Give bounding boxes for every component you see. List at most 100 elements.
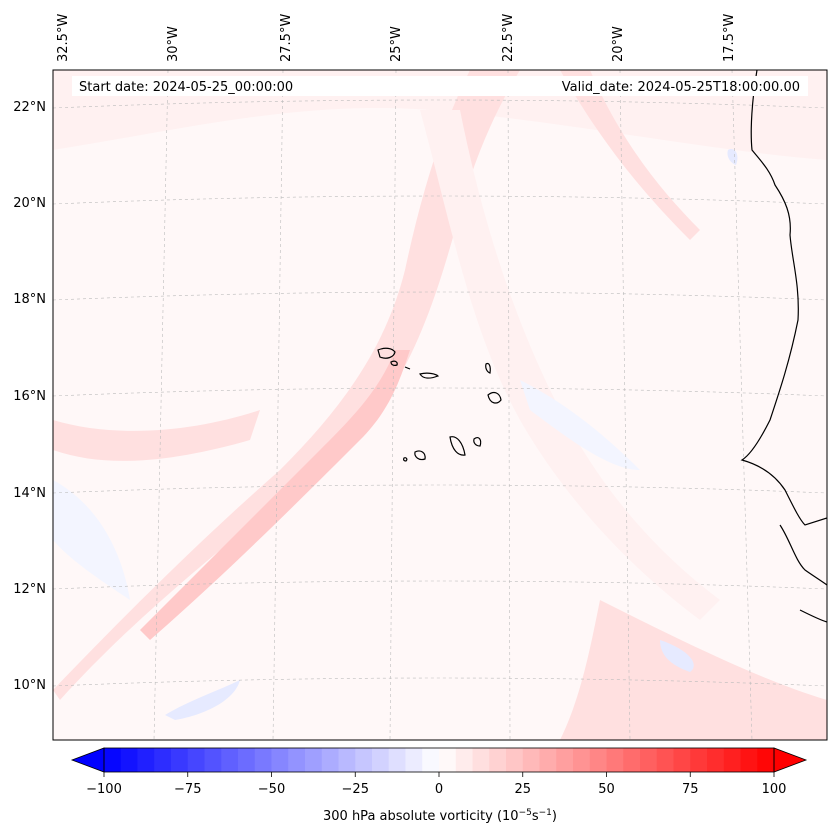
colorbar-cell: [707, 748, 725, 772]
field-positive-ne-streak: [560, 70, 700, 240]
field-negative-se: [660, 640, 694, 672]
colorbar-cell: [271, 748, 289, 772]
colorbar-tick-label: −100: [86, 782, 122, 797]
lat-label: 18°N: [13, 292, 46, 307]
colorbar-cell: [321, 748, 339, 772]
field-weak-band: [420, 110, 720, 620]
lon-label: 20°W: [611, 26, 626, 62]
colorbar-cell: [723, 748, 741, 772]
map-panel: Start date: 2024-05-25_00:00:00 Valid_da…: [13, 14, 828, 741]
guinea-coastline: [779, 524, 827, 586]
island-brava: [403, 457, 408, 462]
colorbar-tick-label: −25: [342, 782, 369, 797]
colorbar-cells: [104, 748, 775, 772]
colorbar-cell: [388, 748, 406, 772]
meridian-27-5w: [272, 70, 284, 740]
lat-label: 16°N: [13, 389, 46, 404]
colorbar-cell: [556, 748, 574, 772]
colorbar-cell: [221, 748, 239, 772]
colorbar-cell: [104, 748, 122, 772]
colorbar-max-extend: [773, 747, 808, 773]
colorbar-cell: [589, 748, 607, 772]
island-boa-vista: [487, 391, 502, 404]
colorbar-cell: [673, 748, 691, 772]
african-coastline: [740, 70, 827, 526]
colorbar-cell: [656, 748, 674, 772]
parallel-16n: [53, 387, 827, 397]
colorbar-cell: [305, 748, 323, 772]
lon-label: 32.5°W: [56, 14, 71, 62]
valid-date-label: Valid_date: 2024-05-25T18:00:00.00: [562, 80, 800, 95]
colorbar-cell: [187, 748, 205, 772]
colorbar-cell: [338, 748, 356, 772]
lat-label: 22°N: [13, 100, 46, 115]
meridian-32-5w: [36, 70, 46, 740]
lat-label: 14°N: [13, 486, 46, 501]
field-positive-streak: [53, 70, 520, 700]
lon-label: 17.5°W: [722, 14, 737, 62]
start-date-label: Start date: 2024-05-25_00:00:00: [79, 80, 293, 95]
field-positive-south: [560, 600, 827, 740]
parallel-18n: [53, 291, 827, 301]
colorbar-cell: [204, 748, 222, 772]
island-fogo: [414, 450, 426, 461]
colorbar-tick-label: 100: [762, 782, 787, 797]
header-box: [72, 76, 808, 96]
meridian-30w: [153, 70, 169, 740]
colorbar-cell: [171, 748, 189, 772]
lat-label: 20°N: [13, 196, 46, 211]
colorbar-min-extend: [70, 747, 105, 773]
parallel-10n: [53, 677, 827, 687]
colorbar-tick-label: −50: [258, 782, 285, 797]
colorbar-cell: [137, 748, 155, 772]
meridian-20w: [619, 70, 631, 740]
map-frame: [52, 69, 828, 741]
latitude-labels: 22°N 20°N 18°N 16°N 14°N 12°N 10°N: [13, 100, 46, 693]
meridian-22-5w: [507, 70, 511, 740]
field-strong-streak: [140, 350, 410, 640]
colorbar-cell: [439, 748, 457, 772]
colorbar-cell: [506, 748, 524, 772]
field-negative-sw: [165, 680, 240, 720]
colorbar-cell: [120, 748, 138, 772]
colorbar-cell: [405, 748, 423, 772]
parallel-14n: [53, 484, 827, 494]
meridian-17-5w: [731, 70, 753, 740]
island-santa-luzia: [404, 366, 411, 370]
colorbar-cell: [288, 748, 306, 772]
colorbar-label: 300 hPa absolute vorticity (10−5s−1): [323, 808, 557, 824]
island-santo-antao: [377, 347, 396, 359]
island-maio: [473, 436, 482, 447]
colorbar-cell: [238, 748, 256, 772]
meridian-25w: [389, 70, 397, 740]
colorbar-tick-label: 50: [598, 782, 615, 797]
colorbar-cell: [623, 748, 641, 772]
lon-label: 25°W: [389, 26, 404, 62]
colorbar-cell: [254, 748, 272, 772]
colorbar-cell: [355, 748, 373, 772]
lon-label: 27.5°W: [279, 14, 294, 62]
island-santiago: [449, 436, 466, 456]
colorbar-tick-label: 25: [514, 782, 531, 797]
colorbar-tick-label: 0: [435, 782, 443, 797]
island-sao-vicente: [390, 360, 398, 366]
colorbar-cell: [422, 748, 440, 772]
colorbar-cell: [606, 748, 624, 772]
colorbar-cell: [372, 748, 390, 772]
lat-label: 10°N: [13, 678, 46, 693]
colorbar-cell: [757, 748, 775, 772]
colorbar-cell: [472, 748, 490, 772]
longitude-labels: 32.5°W 30°W 27.5°W 25°W 22.5°W 20°W 17.5…: [56, 14, 737, 62]
island-sal: [485, 362, 491, 374]
colorbar: −100 −75 −50 −25 0 25 50 75 100 300 hPa absolute…: [70, 747, 808, 824]
colorbar-ticks: −100 −75 −50 −25 0 25 50 75 100: [86, 772, 786, 797]
guinea-bissau-coastline: [799, 609, 827, 623]
field-negative-center: [520, 380, 640, 470]
parallel-20n: [53, 195, 827, 205]
lon-label: 30°W: [166, 26, 181, 62]
colorbar-tick-label: −75: [174, 782, 201, 797]
colorbar-cell: [573, 748, 591, 772]
colorbar-cell: [740, 748, 758, 772]
field-positive-west: [53, 410, 260, 461]
